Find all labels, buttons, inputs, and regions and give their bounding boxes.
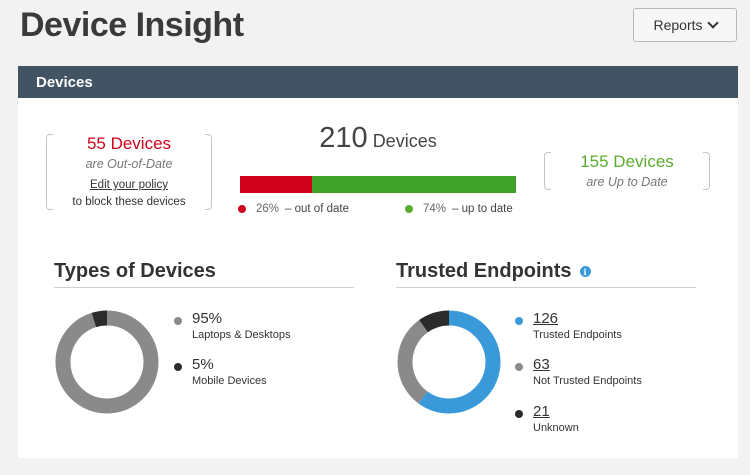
reports-dropdown-button[interactable]: Reports (633, 8, 737, 42)
up-to-date-legend: 74% – up to date (405, 203, 513, 215)
laptops-slice (55, 310, 159, 414)
edit-policy-link[interactable]: Edit your policy (90, 179, 168, 191)
blue-dot-icon (515, 317, 523, 325)
devices-card: Devices 55 Devices are Out-of-Date Edit … (18, 66, 738, 458)
total-devices-label: Devices (372, 131, 437, 151)
mobile-percent: 5% (192, 356, 214, 373)
info-icon[interactable]: i (579, 266, 591, 277)
total-devices-count: 210 (319, 122, 368, 154)
not-trusted-label: Not Trusted Endpoints (533, 375, 642, 387)
dark-dot-icon (515, 410, 523, 418)
out-of-date-bar-segment (240, 176, 312, 193)
types-of-devices-title: Types of Devices (54, 260, 354, 288)
chevron-down-icon (706, 17, 719, 29)
up-to-date-percent: 74% (423, 203, 447, 215)
unknown-label: Unknown (533, 422, 579, 434)
out-of-date-status: are Out-of-Date (85, 157, 173, 171)
laptops-percent: 95% (192, 310, 223, 327)
up-to-date-status: are Up to Date (586, 175, 668, 189)
red-dot-icon (238, 205, 246, 213)
total-devices: 210 Devices (240, 122, 516, 155)
mobile-slice (55, 310, 159, 414)
out-of-date-percent: 26% (256, 203, 280, 215)
up-to-date-bar-segment (311, 176, 516, 193)
grey-dot-icon (515, 363, 523, 371)
device-status-bar (240, 176, 516, 193)
legend-not-trusted: 63 Not Trusted Endpoints (515, 356, 642, 387)
out-of-date-count: 55 Devices (86, 134, 172, 153)
reports-label: Reports (653, 17, 703, 33)
legend-mobile: 5% Mobile Devices (174, 356, 267, 387)
dark-dot-icon (174, 363, 182, 371)
types-of-devices-donut (55, 310, 159, 414)
trusted-endpoints-donut (397, 310, 501, 414)
up-to-date-summary: 155 Devices are Up to Date (544, 152, 710, 190)
laptops-label: Laptops & Desktops (192, 329, 291, 341)
legend-laptops: 95% Laptops & Desktops (174, 310, 290, 341)
not-trusted-slice (397, 310, 501, 414)
trusted-count[interactable]: 126 (533, 310, 559, 327)
unknown-slice (397, 310, 501, 414)
out-of-date-legend-label: – out of date (285, 203, 349, 215)
trusted-label: Trusted Endpoints (533, 329, 622, 341)
up-to-date-legend-label: – up to date (452, 203, 513, 215)
policy-note: to block these devices (72, 196, 186, 208)
legend-unknown: 21 Unknown (515, 403, 579, 434)
trusted-endpoints-title-text: Trusted Endpoints (396, 260, 572, 282)
page-title: Device Insight (20, 6, 244, 44)
not-trusted-count[interactable]: 63 (533, 356, 550, 373)
devices-card-header: Devices (18, 66, 738, 98)
out-of-date-summary: 55 Devices are Out-of-Date Edit your pol… (46, 134, 212, 210)
up-to-date-count: 155 Devices (580, 152, 674, 171)
grey-dot-icon (174, 317, 182, 325)
mobile-label: Mobile Devices (192, 375, 267, 387)
out-of-date-legend: 26% – out of date (238, 203, 349, 215)
trusted-endpoints-title: Trusted Endpoints i (396, 260, 696, 288)
legend-trusted: 126 Trusted Endpoints (515, 310, 622, 341)
green-dot-icon (405, 205, 413, 213)
unknown-count[interactable]: 21 (533, 403, 550, 420)
